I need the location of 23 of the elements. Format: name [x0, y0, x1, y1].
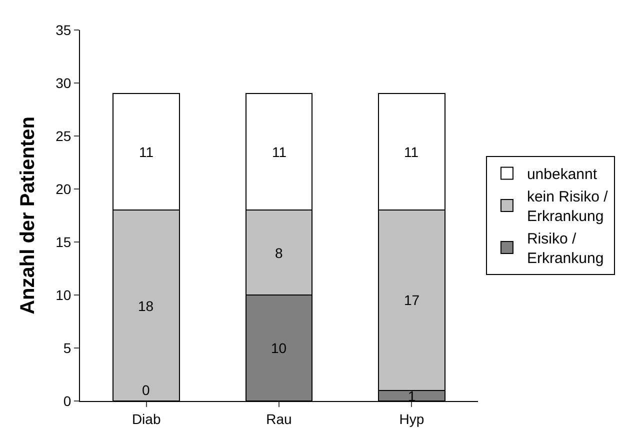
data-label: 10: [271, 340, 287, 356]
y-tick-label: 15: [56, 234, 72, 250]
x-tick-label: Hyp: [399, 410, 424, 427]
y-tick-label: 20: [56, 180, 72, 197]
legend-label: unbekannt: [526, 166, 598, 184]
y-tick-label: 10: [56, 286, 72, 303]
y-tick-label: 25: [56, 128, 72, 144]
data-label: 11: [272, 144, 287, 160]
y-axis-title: Anzahl der Patienten: [17, 116, 40, 314]
x-tick-label: Rau: [266, 410, 292, 427]
y-tick-label: 0: [63, 392, 72, 409]
data-label: 17: [404, 292, 420, 308]
legend-label: kein Risiko / Erkrankung: [526, 188, 609, 226]
annotation: 0: [142, 382, 150, 398]
data-label: 11: [139, 144, 154, 160]
x-tick-label: Diab: [132, 410, 161, 427]
legend-label: Risiko / Erkrankung: [526, 230, 604, 268]
data-label: 8: [275, 245, 283, 261]
data-label: 11: [404, 144, 419, 160]
y-tick-label: 30: [56, 74, 72, 91]
data-label: 18: [138, 298, 154, 314]
y-tick-label: 5: [63, 340, 72, 356]
y-tick-label: 35: [56, 22, 72, 38]
